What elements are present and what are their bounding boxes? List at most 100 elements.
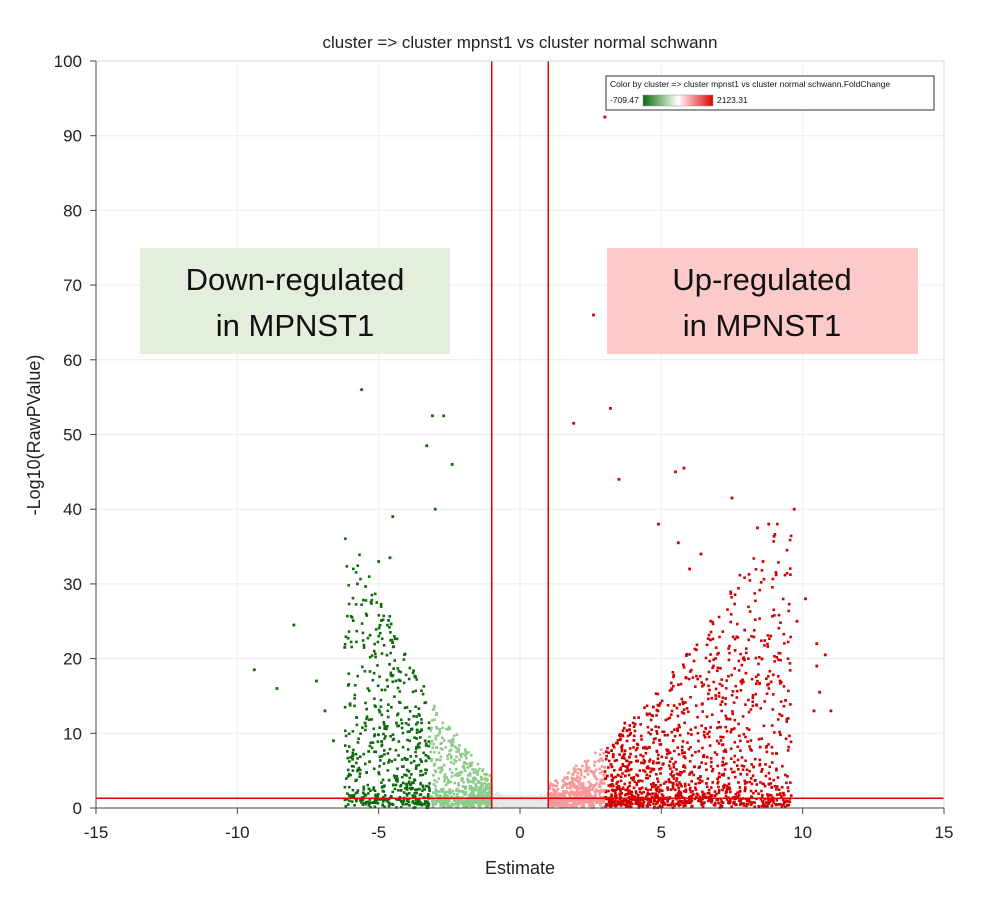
data-point: [639, 801, 642, 805]
data-point: [583, 775, 587, 779]
data-point: [388, 625, 391, 629]
data-point: [654, 737, 657, 740]
data-point: [689, 670, 692, 673]
data-point: [576, 771, 580, 775]
data-point: [668, 716, 672, 720]
data-point: [610, 765, 614, 769]
data-point: [649, 783, 653, 786]
data-point: [444, 746, 447, 749]
data-point: [687, 783, 691, 787]
data-point: [386, 769, 390, 772]
data-point: [620, 745, 623, 749]
data-point: [620, 748, 624, 751]
data-point: [449, 804, 453, 808]
data-point: [434, 803, 438, 806]
data-point: [479, 795, 482, 799]
data-point: [667, 764, 671, 767]
data-point: [440, 766, 443, 770]
data-point: [625, 804, 628, 808]
data-point: [509, 798, 513, 802]
data-point: [662, 730, 666, 734]
data-point: [373, 704, 377, 707]
data-point: [607, 759, 611, 763]
data-point: [646, 798, 650, 802]
data-point: [552, 784, 555, 788]
data-point: [619, 802, 622, 806]
data-point: [667, 803, 670, 807]
data-point: [460, 778, 463, 782]
data-point: [620, 749, 624, 753]
data-point: [415, 728, 419, 732]
data-point: [757, 662, 760, 666]
data-point: [455, 799, 459, 803]
data-point: [611, 754, 615, 757]
data-point: [389, 622, 393, 626]
outlier-point: [674, 470, 677, 474]
data-point: [453, 773, 457, 777]
data-point: [395, 721, 398, 725]
data-point: [440, 798, 444, 801]
data-point: [733, 770, 736, 774]
data-point: [727, 674, 730, 678]
data-point: [403, 653, 406, 656]
data-point: [618, 794, 622, 798]
data-point: [346, 803, 350, 806]
data-point: [424, 759, 428, 763]
data-point: [446, 757, 449, 761]
data-point: [747, 605, 750, 609]
data-point: [420, 689, 423, 693]
data-point: [578, 787, 581, 790]
data-point: [367, 800, 370, 804]
data-point: [658, 767, 661, 771]
data-point: [604, 757, 608, 761]
data-point: [434, 792, 438, 795]
data-point: [715, 798, 719, 802]
data-point: [426, 800, 429, 803]
data-point: [486, 805, 489, 809]
data-point: [657, 753, 660, 757]
data-point: [739, 652, 742, 656]
data-point: [709, 757, 713, 760]
data-point: [550, 800, 553, 804]
data-point: [390, 674, 394, 678]
color-legend: Color by cluster => cluster mpnst1 vs cl…: [605, 75, 935, 111]
data-point: [629, 800, 633, 804]
data-point: [636, 803, 640, 806]
data-point: [381, 618, 385, 622]
data-point: [672, 763, 676, 766]
outlier-point: [592, 313, 595, 317]
data-point: [352, 748, 355, 752]
data-point: [562, 796, 565, 799]
data-point: [705, 715, 709, 718]
data-point: [770, 804, 774, 808]
data-point: [396, 686, 400, 690]
data-point: [782, 704, 786, 708]
data-point: [483, 782, 486, 785]
data-point: [477, 790, 481, 793]
data-point: [507, 803, 510, 806]
data-point: [452, 734, 456, 738]
data-point: [563, 781, 567, 785]
data-point: [355, 640, 358, 644]
data-point: [776, 718, 780, 721]
data-point: [650, 768, 654, 772]
data-point: [602, 774, 605, 777]
data-point: [690, 805, 693, 808]
data-point: [727, 647, 730, 650]
data-point: [675, 777, 679, 780]
data-point: [775, 752, 778, 755]
data-point: [669, 773, 673, 776]
data-point: [604, 777, 607, 781]
data-point: [752, 628, 756, 632]
data-point: [648, 712, 652, 716]
data-point: [358, 798, 362, 801]
data-point: [442, 801, 446, 804]
outlier-point: [315, 679, 318, 683]
data-point: [380, 754, 384, 758]
data-point: [775, 798, 779, 802]
data-point: [700, 724, 703, 728]
data-point: [392, 667, 395, 670]
data-point: [784, 737, 788, 741]
data-point: [407, 780, 411, 784]
